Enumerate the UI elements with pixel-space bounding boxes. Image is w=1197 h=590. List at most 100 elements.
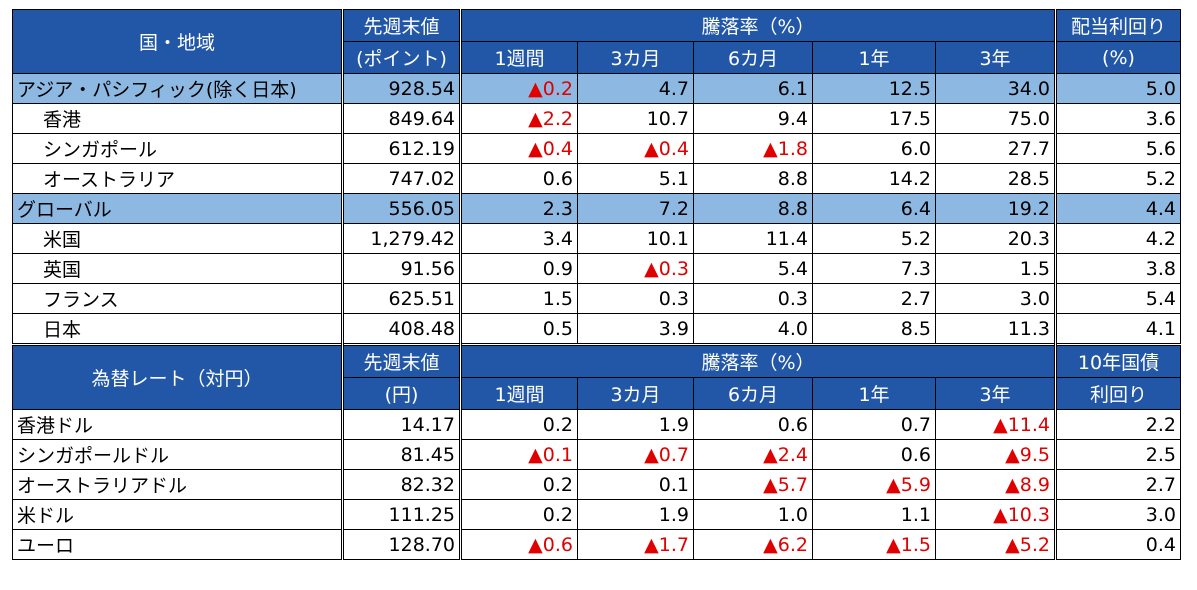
value-cell: 3.9	[577, 313, 694, 345]
header-cell: 10年国債	[1055, 343, 1181, 378]
header-cell: 3カ月	[577, 41, 694, 74]
value-cell: 4.4	[1055, 193, 1181, 224]
row-label: 米国	[12, 223, 344, 254]
table-row: オーストラリア 747.02 0.6 5.1 8.8 14.2 28.5 5.2	[12, 163, 1181, 194]
table-row: シンガポール 612.19 ▲0.4 ▲0.4 ▲1.8 6.0 27.7 5.6	[12, 133, 1181, 164]
header-cell: 1年	[812, 41, 936, 74]
value-cell: 34.0	[935, 73, 1057, 104]
value-cell: 8.5	[812, 313, 936, 345]
value-cell: 10.1	[577, 223, 694, 254]
header-cell: 3年	[935, 41, 1057, 74]
value-cell: 0.3	[693, 283, 813, 314]
row-label: オーストラリアドル	[12, 469, 344, 500]
value-cell: ▲5.2	[935, 529, 1057, 560]
value-cell: 1.5	[935, 253, 1057, 284]
value-cell: 0.5	[460, 313, 578, 345]
value-cell: 5.4	[1055, 283, 1181, 314]
row-label: 米ドル	[12, 499, 344, 530]
row-label: 日本	[12, 313, 344, 345]
value-cell: ▲2.4	[693, 439, 813, 470]
header-cell: 利回り	[1055, 377, 1181, 410]
value-cell: ▲1.8	[693, 133, 813, 164]
header-cell: 3カ月	[577, 377, 694, 410]
value-cell: 82.32	[342, 469, 462, 500]
value-cell: 1.0	[693, 499, 813, 530]
value-cell: 4.1	[1055, 313, 1181, 345]
value-cell: 4.0	[693, 313, 813, 345]
row-label: 英国	[12, 253, 344, 284]
value-cell: 12.5	[812, 73, 936, 104]
row-label: フランス	[12, 283, 344, 314]
table-row: 香港 849.64 ▲2.2 10.7 9.4 17.5 75.0 3.6	[12, 103, 1181, 134]
table-row: 国・地域 先週末値 騰落率（%） 配当利回り	[12, 9, 1181, 74]
table-row: アジア・パシフィック(除く日本) 928.54 ▲0.2 4.7 6.1 12.5 34.0…	[12, 73, 1181, 104]
value-cell: 1.9	[577, 499, 694, 530]
header-cell: 配当利回り	[1055, 9, 1181, 42]
value-cell: 20.3	[935, 223, 1057, 254]
table-row: 香港ドル 14.17 0.2 1.9 0.6 0.7 ▲11.4 2.2	[12, 409, 1181, 440]
value-cell: ▲0.7	[577, 439, 694, 470]
value-cell: 10.7	[577, 103, 694, 134]
value-cell: 11.4	[693, 223, 813, 254]
value-cell: 14.2	[812, 163, 936, 194]
value-cell: 7.2	[577, 193, 694, 224]
table-row: グローバル 556.05 2.3 7.2 8.8 6.4 19.2 4.4	[12, 193, 1181, 224]
row-label: シンガポールドル	[12, 439, 344, 470]
value-cell: 75.0	[935, 103, 1057, 134]
value-cell: ▲0.4	[577, 133, 694, 164]
value-cell: 0.2	[460, 469, 578, 500]
value-cell: 2.7	[812, 283, 936, 314]
value-cell: 91.56	[342, 253, 462, 284]
value-cell: 0.7	[812, 409, 936, 440]
value-cell: 0.2	[460, 409, 578, 440]
value-cell: ▲1.7	[577, 529, 694, 560]
value-cell: 556.05	[342, 193, 462, 224]
value-cell: 612.19	[342, 133, 462, 164]
header-cell: 騰落率（%）	[460, 343, 1057, 378]
value-cell: ▲6.2	[693, 529, 813, 560]
value-cell: 0.6	[460, 163, 578, 194]
value-cell: 5.2	[812, 223, 936, 254]
table-row: 米国 1,279.42 3.4 10.1 11.4 5.2 20.3 4.2	[12, 223, 1181, 254]
value-cell: 8.8	[693, 193, 813, 224]
row-label: 香港	[12, 103, 344, 134]
row-label: アジア・パシフィック(除く日本)	[12, 73, 344, 104]
value-cell: 928.54	[342, 73, 462, 104]
value-cell: 0.9	[460, 253, 578, 284]
value-cell: 1.9	[577, 409, 694, 440]
value-cell: 3.8	[1055, 253, 1181, 284]
value-cell: 17.5	[812, 103, 936, 134]
value-cell: 0.2	[460, 499, 578, 530]
header-cell: 3年	[935, 377, 1057, 410]
value-cell: 849.64	[342, 103, 462, 134]
header-cell: 先週末値	[342, 9, 462, 42]
value-cell: 2.7	[1055, 469, 1181, 500]
table-row: 日本 408.48 0.5 3.9 4.0 8.5 11.3 4.1	[12, 313, 1181, 345]
value-cell: ▲5.9	[812, 469, 936, 500]
value-cell: 128.70	[342, 529, 462, 560]
header-cell: 1週間	[460, 41, 578, 74]
value-cell: ▲8.9	[935, 469, 1057, 500]
header-cell: 国・地域	[12, 9, 344, 74]
value-cell: 7.3	[812, 253, 936, 284]
value-cell: 6.1	[693, 73, 813, 104]
value-cell: 2.5	[1055, 439, 1181, 470]
value-cell: 0.1	[577, 469, 694, 500]
table-row: ユーロ 128.70 ▲0.6 ▲1.7 ▲6.2 ▲1.5 ▲5.2 0.4	[12, 529, 1181, 560]
value-cell: 8.8	[693, 163, 813, 194]
value-cell: 1.1	[812, 499, 936, 530]
header-cell: 為替レート（対円）	[12, 343, 344, 410]
value-cell: 9.4	[693, 103, 813, 134]
value-cell: ▲0.1	[460, 439, 578, 470]
header-cell: 6カ月	[693, 377, 813, 410]
header-cell: (円)	[342, 377, 462, 410]
table-row: フランス 625.51 1.5 0.3 0.3 2.7 3.0 5.4	[12, 283, 1181, 314]
value-cell: ▲0.3	[577, 253, 694, 284]
header-cell: 騰落率（%）	[460, 9, 1057, 42]
value-cell: 5.6	[1055, 133, 1181, 164]
table-row: シンガポールドル 81.45 ▲0.1 ▲0.7 ▲2.4 0.6 ▲9.5 2.5	[12, 439, 1181, 470]
value-cell: ▲11.4	[935, 409, 1057, 440]
value-cell: 111.25	[342, 499, 462, 530]
value-cell: 11.3	[935, 313, 1057, 345]
